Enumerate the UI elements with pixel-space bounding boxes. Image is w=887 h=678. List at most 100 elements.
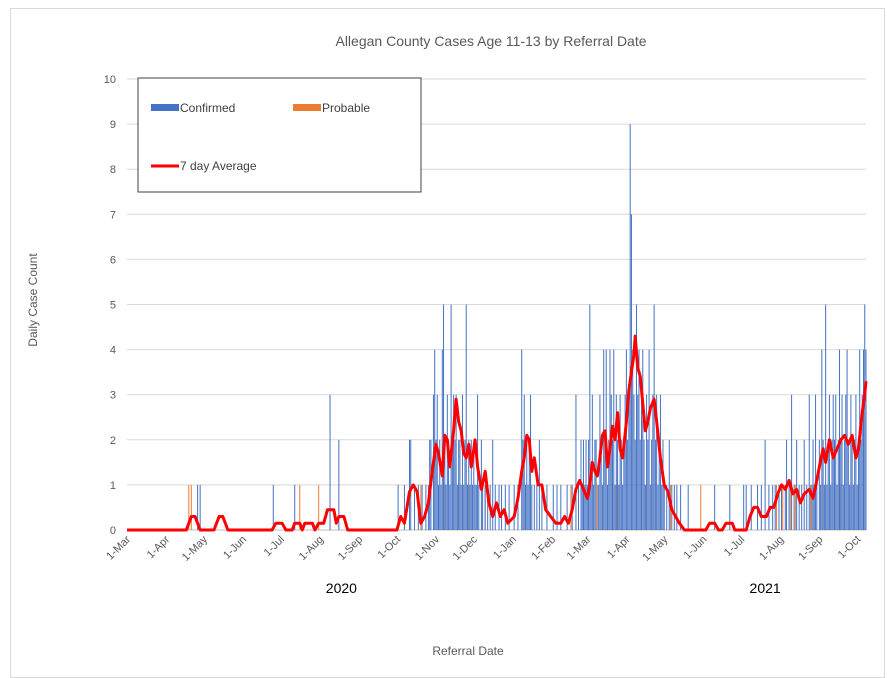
confirmed-bar: [669, 440, 670, 530]
confirmed-bar: [633, 395, 634, 530]
confirmed-bar: [575, 395, 576, 530]
x-tick-label: 1-May: [180, 533, 210, 563]
confirmed-bar: [466, 305, 467, 531]
confirmed-bar: [200, 485, 201, 530]
confirmed-bar: [852, 440, 853, 530]
x-tick-label: 1-Jul: [262, 534, 287, 559]
legend-label-probable: Probable: [322, 101, 370, 115]
confirmed-bar: [845, 395, 846, 530]
confirmed-bar: [628, 395, 629, 530]
x-tick-label: 1-Jun: [221, 534, 249, 562]
x-tick-labels: 1-Mar 1-Apr 1-May 1-Jun 1-Jul 1-Aug 1-Sep 1-Oct…: [104, 533, 863, 563]
probable-bar: [776, 485, 777, 530]
confirmed-bar: [864, 305, 865, 531]
confirmed-bar: [589, 305, 590, 531]
y-tick-label: 0: [110, 525, 116, 537]
x-tick-label: 1-May: [640, 533, 670, 563]
confirmed-bar: [414, 485, 415, 530]
confirmed-bar: [825, 305, 826, 531]
confirmed-bar: [816, 485, 817, 530]
confirmed-bar: [462, 395, 463, 530]
confirmed-bar: [521, 350, 522, 530]
confirmed-bar: [688, 485, 689, 530]
year-label: 2021: [750, 580, 781, 596]
confirmed-bar: [751, 485, 752, 530]
confirmed-bar: [799, 485, 800, 530]
x-tick-label: 1-Oct: [375, 534, 403, 562]
confirmed-bar: [853, 485, 854, 530]
confirmed-bar: [622, 485, 623, 530]
x-tick-label: 1-Jan: [491, 534, 519, 562]
y-tick-label: 6: [110, 254, 116, 266]
x-tick-label: 1-Sep: [336, 534, 365, 563]
probable-bar: [782, 485, 783, 530]
confirmed-bar: [848, 440, 849, 530]
confirmed-bar: [844, 440, 845, 530]
y-tick-labels: 0 1 2 3 4 5 6 7 8 9 10: [104, 74, 116, 537]
confirmed-bar: [273, 485, 274, 530]
confirmed-bar: [651, 440, 652, 530]
y-tick-label: 7: [110, 209, 116, 221]
y-tick-label: 2: [110, 435, 116, 447]
confirmed-bar: [482, 485, 483, 530]
confirmed-bar: [836, 485, 837, 530]
confirmed-bar: [472, 485, 473, 530]
confirmed-bar: [801, 485, 802, 530]
probable-bar: [790, 485, 791, 530]
x-tick-label: 1-Apr: [605, 533, 633, 561]
confirmed-bar: [646, 395, 647, 530]
confirmed-bar: [618, 485, 619, 530]
y-tick-label: 1: [110, 480, 116, 492]
confirmed-bar: [820, 485, 821, 530]
x-tick-label: 1-Oct: [836, 534, 864, 562]
seven-day-average-line: [127, 336, 866, 530]
legend-swatch-confirmed: [151, 104, 179, 111]
confirmed-bar: [860, 440, 861, 530]
legend-label-average: 7 day Average: [180, 159, 257, 173]
confirmed-bar: [536, 485, 537, 530]
confirmed-bar: [620, 395, 621, 530]
confirmed-bar: [438, 485, 439, 530]
confirmed-bar: [637, 395, 638, 530]
x-tick-label: 1-Jun: [681, 534, 709, 562]
confirmed-bar: [528, 485, 529, 530]
confirmed-bar: [525, 485, 526, 530]
confirmed-bar: [593, 485, 594, 530]
confirmed-bar: [654, 305, 655, 531]
confirmed-bar: [824, 485, 825, 530]
confirmed-bar: [602, 485, 603, 530]
x-tick-label: 1-Sep: [796, 534, 825, 563]
confirmed-bar: [598, 485, 599, 530]
confirmed-bar: [676, 485, 677, 530]
confirmed-bar: [866, 350, 867, 530]
x-axis-title: Referral Date: [432, 644, 504, 658]
confirmed-bar: [461, 485, 462, 530]
confirmed-bar: [647, 440, 648, 530]
confirmed-bar: [458, 440, 459, 530]
confirmed-bar: [791, 395, 792, 530]
confirmed-bar: [785, 485, 786, 530]
probable-bar: [700, 485, 701, 530]
confirmed-bar: [534, 485, 535, 530]
y-tick-label: 5: [110, 300, 116, 312]
chart-title: Allegan County Cases Age 11-13 by Referr…: [335, 33, 646, 49]
confirmed-bar: [796, 440, 797, 530]
confirmed-bar: [586, 440, 587, 530]
confirmed-bar: [835, 395, 836, 530]
confirmed-bar: [645, 485, 646, 530]
x-tick-label: 1-Mar: [565, 533, 594, 562]
year-labels: 2020 2021: [326, 580, 781, 596]
confirmed-bar: [476, 485, 477, 530]
y-tick-label: 10: [104, 74, 116, 86]
confirmed-bar: [829, 395, 830, 530]
confirmed-bar: [642, 350, 643, 530]
confirmed-bar: [437, 395, 438, 530]
confirmed-bar: [838, 440, 839, 530]
confirmed-bar: [819, 440, 820, 530]
confirmed-bar: [478, 485, 479, 530]
confirmed-bar: [578, 485, 579, 530]
confirmed-bar: [855, 395, 856, 530]
legend: Confirmed Probable 7 day Average: [138, 78, 421, 192]
confirmed-bar: [443, 305, 444, 531]
